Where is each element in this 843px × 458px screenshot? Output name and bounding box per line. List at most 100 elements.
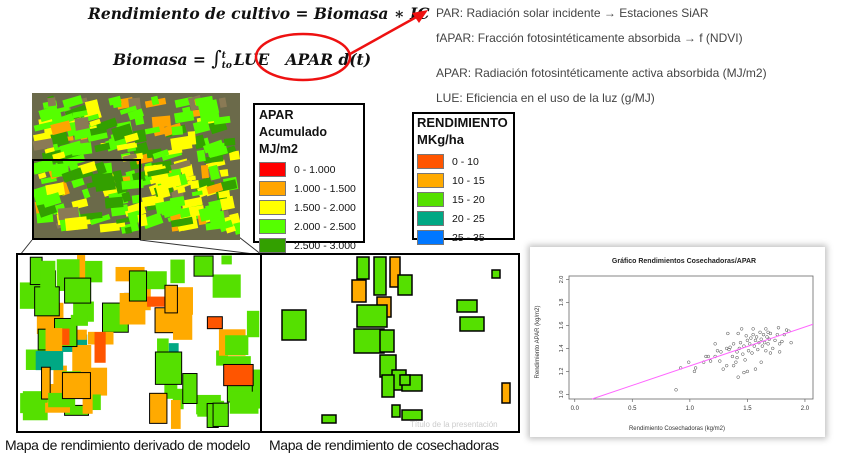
field-patch bbox=[229, 391, 259, 414]
harvested-field bbox=[321, 414, 337, 424]
field-patch bbox=[149, 392, 168, 424]
harvested-field bbox=[373, 256, 387, 296]
plot-frame bbox=[568, 275, 814, 400]
scatter-point bbox=[771, 346, 775, 351]
scatter-point bbox=[768, 351, 773, 355]
caption-harvester-map: Mapa de rendimiento de cosechadoras bbox=[269, 437, 499, 453]
field-patch bbox=[32, 138, 54, 151]
legend-item: 1.500 - 2.000 bbox=[259, 198, 363, 217]
legend-item: 0 - 10 bbox=[417, 152, 513, 171]
field-patch bbox=[154, 351, 183, 385]
field-patch bbox=[150, 95, 160, 106]
scatter-point bbox=[692, 369, 697, 374]
scatter-point bbox=[728, 345, 732, 349]
scatter-point bbox=[736, 375, 740, 379]
x-tick-label: 1.0 bbox=[686, 406, 695, 412]
field-patch bbox=[225, 225, 237, 234]
legend-apar: APAR Acumulado MJ/m2 0 - 1.000 1.000 - 1.… bbox=[253, 103, 365, 253]
legend-item: 10 - 15 bbox=[417, 171, 513, 190]
field-patch bbox=[38, 105, 60, 123]
field-patch bbox=[187, 131, 197, 146]
field-patch bbox=[74, 117, 90, 132]
scatter-point bbox=[731, 364, 736, 368]
field-patch bbox=[119, 105, 137, 115]
harvested-field bbox=[356, 304, 388, 328]
scatter-point bbox=[764, 349, 768, 353]
harvested-field bbox=[356, 256, 370, 280]
field-patch bbox=[206, 316, 223, 330]
field-patch bbox=[47, 97, 57, 107]
legend-yield: RENDIMIENTO MKg/ha 0 - 10 10 - 15 15 - 20 2… bbox=[412, 112, 515, 245]
biomass-formula: Biomasa = ∫ t to LUE APAR d(t) bbox=[113, 46, 371, 71]
harvested-field bbox=[281, 309, 307, 341]
field-patch bbox=[124, 226, 133, 234]
scatter-point bbox=[760, 344, 765, 348]
scatter-point bbox=[759, 360, 763, 364]
scatter-chart-svg: Gráfico Rendimientos Cosechadoras/APAR R… bbox=[535, 258, 814, 432]
field-patch bbox=[73, 127, 92, 141]
harvested-field bbox=[399, 374, 411, 386]
harvester-yield-map bbox=[260, 253, 520, 433]
legend-item: 2.500 - 3.000 bbox=[259, 236, 363, 255]
field-patch bbox=[170, 400, 181, 429]
field-patch bbox=[181, 196, 203, 209]
field-patch bbox=[193, 134, 207, 150]
field-patch bbox=[203, 155, 224, 164]
field-patch bbox=[200, 164, 210, 179]
harvested-field bbox=[401, 409, 423, 421]
y-tick-label: 1.4 bbox=[559, 345, 565, 353]
field-patch bbox=[216, 350, 229, 366]
field-patch bbox=[35, 351, 64, 371]
y-tick-label: 1.2 bbox=[559, 368, 565, 376]
x-axis-label: Rendimiento Cosechadoras (kg/m2) bbox=[629, 426, 725, 432]
scatter-point bbox=[726, 331, 730, 336]
field-patch bbox=[146, 205, 157, 211]
scatter-point bbox=[742, 370, 746, 375]
field-patch bbox=[127, 210, 142, 225]
field-patch bbox=[72, 110, 89, 119]
scatter-point bbox=[730, 354, 735, 359]
field-patch bbox=[64, 216, 88, 232]
field-patch bbox=[121, 179, 144, 190]
field-patch bbox=[159, 205, 167, 212]
harvested-field bbox=[379, 329, 395, 353]
scatter-point bbox=[718, 359, 722, 363]
biomass-lhs: Biomasa = bbox=[113, 50, 212, 69]
field-patch bbox=[144, 126, 161, 135]
scatter-point bbox=[719, 350, 723, 354]
field-patch bbox=[131, 194, 141, 204]
field-patch bbox=[181, 106, 193, 119]
scatter-point bbox=[746, 349, 751, 353]
legend-label: 2.500 - 3.000 bbox=[294, 239, 356, 252]
field-patch bbox=[179, 207, 191, 219]
legend-apar-title: APAR Acumulado bbox=[259, 108, 328, 139]
harvested-field bbox=[501, 382, 511, 404]
field-patch bbox=[71, 177, 85, 189]
field-patch bbox=[151, 115, 171, 128]
field-patch bbox=[34, 193, 56, 206]
field-patch bbox=[38, 172, 47, 180]
field-patch bbox=[212, 402, 229, 427]
regression-line bbox=[591, 323, 814, 400]
field-patch bbox=[208, 164, 221, 181]
legend-item: 20 - 25 bbox=[417, 209, 513, 228]
y-tick-label: 2.0 bbox=[559, 276, 565, 284]
field-patch bbox=[95, 161, 107, 175]
scatter-point bbox=[734, 360, 738, 364]
model-yield-map-graphic bbox=[19, 255, 264, 429]
scatter-point bbox=[706, 354, 710, 359]
field-patch bbox=[206, 182, 224, 195]
field-patch bbox=[61, 372, 91, 400]
field-patch bbox=[193, 255, 214, 277]
field-patch bbox=[81, 188, 91, 199]
scatter-point bbox=[759, 337, 763, 341]
legend-swatch bbox=[259, 162, 286, 177]
field-patch bbox=[207, 142, 229, 158]
field-patch bbox=[172, 388, 184, 410]
field-patch bbox=[99, 222, 120, 233]
scatter-point bbox=[731, 342, 736, 346]
field-patch bbox=[152, 149, 170, 160]
legend-label: 1.500 - 2.000 bbox=[294, 201, 356, 214]
y-tick-label: 1.6 bbox=[559, 322, 565, 330]
scatter-point bbox=[768, 331, 773, 336]
